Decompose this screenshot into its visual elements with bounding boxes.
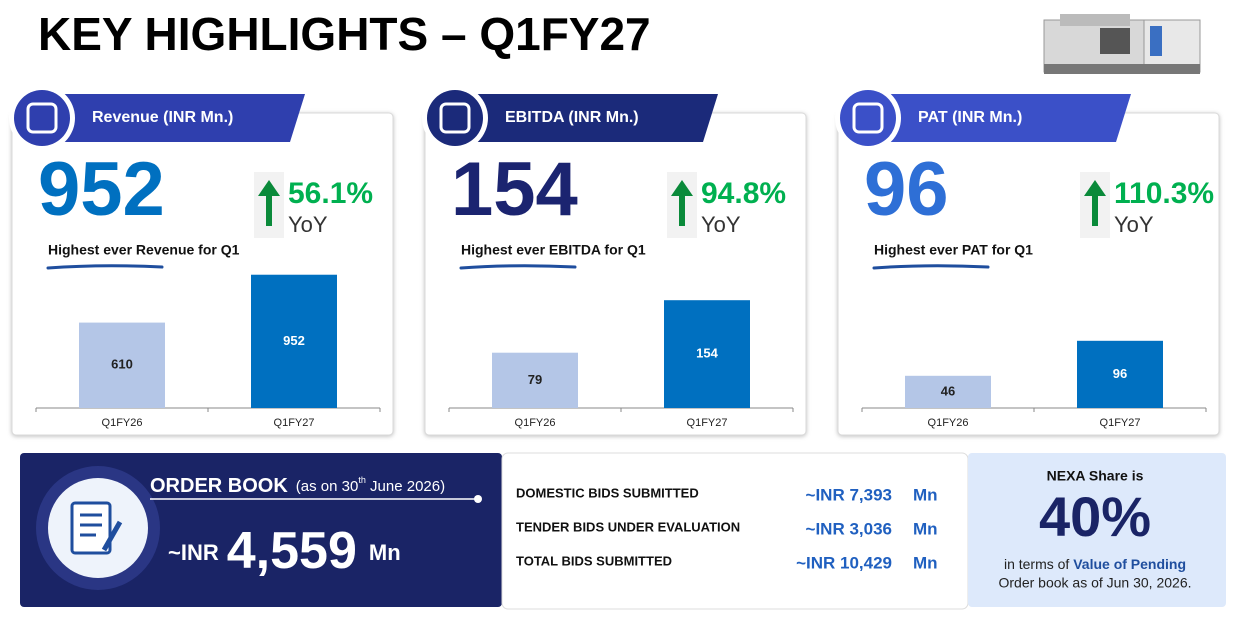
highlight-card: PAT (INR Mn.) 96 110.3%YoY Highest ever PAT…	[835, 85, 1220, 436]
bar-value-label: 952	[283, 333, 305, 348]
bar-value-label: 154	[696, 346, 718, 361]
x-tick-label: Q1FY26	[515, 417, 556, 429]
nexa-line1: in terms of Value of Pending	[1004, 556, 1186, 572]
card-note: Highest ever Revenue for Q1	[48, 242, 240, 258]
card-note: Highest ever EBITDA for Q1	[461, 242, 646, 258]
bid-label: TOTAL BIDS SUBMITTED	[516, 553, 672, 568]
bar	[905, 375, 991, 408]
note-swoosh	[872, 264, 990, 270]
card-label: EBITDA (INR Mn.)	[505, 109, 639, 126]
order-book-date-sup: th	[358, 475, 366, 485]
order-book-panel: ORDER BOOK (as on 30th June 2026) ~INR 4,5…	[20, 453, 502, 607]
bar	[251, 274, 337, 408]
nexa-line1-start: in terms of	[1004, 556, 1073, 572]
bar	[664, 300, 750, 408]
x-tick-label: Q1FY27	[1100, 417, 1141, 429]
growth-unit: YoY	[288, 212, 328, 237]
bid-unit: Mn	[913, 485, 938, 504]
bid-value: ~INR 7,393	[806, 485, 892, 504]
bid-value: ~INR 3,036	[806, 519, 892, 538]
bar	[79, 322, 165, 408]
order-book-title-line: ORDER BOOK (as on 30th June 2026)	[150, 475, 445, 497]
nexa-line1-bold: Value of Pending	[1073, 556, 1186, 572]
bid-label: TENDER BIDS UNDER EVALUATION	[516, 519, 740, 534]
x-tick-label: Q1FY27	[687, 417, 728, 429]
note-swoosh	[46, 264, 164, 270]
icon-circle	[14, 90, 70, 146]
highlight-card: EBITDA (INR Mn.) 154 94.8%YoY Highest ever …	[422, 85, 807, 436]
icon-glyph	[439, 102, 471, 134]
card-value: 952	[38, 147, 165, 232]
card-label: Revenue (INR Mn.)	[92, 109, 233, 126]
x-tick-label: Q1FY27	[274, 417, 315, 429]
icon-circle	[840, 90, 896, 146]
highlight-card: Revenue (INR Mn.) 952 56.1%YoY Highest ever…	[9, 85, 394, 436]
note-swoosh	[459, 264, 577, 270]
bar	[1077, 340, 1163, 408]
order-book-unit: Mn	[369, 540, 401, 565]
nexa-value: 40%	[1039, 485, 1151, 548]
growth-value: 94.8%	[701, 177, 786, 210]
card-banner	[866, 94, 1131, 142]
order-book-date-end: June 2026)	[366, 478, 445, 495]
bids-list: DOMESTIC BIDS SUBMITTED ~INR 7,393 Mn TENDE…	[516, 485, 938, 572]
nexa-line2: Order book as of Jun 30, 2026.	[998, 575, 1191, 591]
growth-arrow	[1084, 180, 1106, 226]
slide-title: KEY HIGHLIGHTS – Q1FY27	[38, 8, 651, 60]
card-label: PAT (INR Mn.)	[918, 109, 1022, 126]
growth-unit: YoY	[701, 212, 741, 237]
icon-glyph	[26, 102, 58, 134]
card-note: Highest ever PAT for Q1	[874, 242, 1033, 258]
growth-arrow	[671, 180, 693, 226]
x-tick-label: Q1FY26	[928, 417, 969, 429]
card-banner	[40, 94, 305, 142]
icon-circle	[427, 90, 483, 146]
bid-unit: Mn	[913, 553, 938, 572]
order-book-title: ORDER BOOK	[150, 475, 288, 497]
growth-unit: YoY	[1114, 212, 1154, 237]
bid-value: ~INR 10,429	[796, 553, 892, 572]
order-book-value: 4,559	[227, 522, 357, 580]
bid-label: DOMESTIC BIDS SUBMITTED	[516, 485, 699, 500]
nexa-panel: NEXA Share is 40% in terms of Value of P…	[968, 453, 1226, 607]
machine-image	[1043, 14, 1201, 74]
bar-value-label: 79	[528, 372, 542, 387]
card-banner	[453, 94, 718, 142]
order-book-date: (as on 30	[296, 478, 359, 495]
growth-arrow	[258, 180, 280, 226]
bar-value-label: 96	[1113, 366, 1127, 381]
order-book-prefix: ~INR	[168, 540, 219, 565]
icon-glyph	[852, 102, 884, 134]
growth-value: 56.1%	[288, 177, 373, 210]
nexa-heading: NEXA Share is	[1047, 468, 1144, 484]
bar	[492, 352, 578, 408]
x-tick-label: Q1FY26	[102, 417, 143, 429]
order-book-amount: ~INR 4,559 Mn	[168, 522, 401, 580]
bid-unit: Mn	[913, 519, 938, 538]
card-value: 96	[864, 147, 949, 232]
bar-value-label: 46	[941, 383, 955, 398]
bar-value-label: 610	[111, 357, 133, 372]
growth-value: 110.3%	[1114, 177, 1214, 210]
card-value: 154	[451, 147, 578, 232]
